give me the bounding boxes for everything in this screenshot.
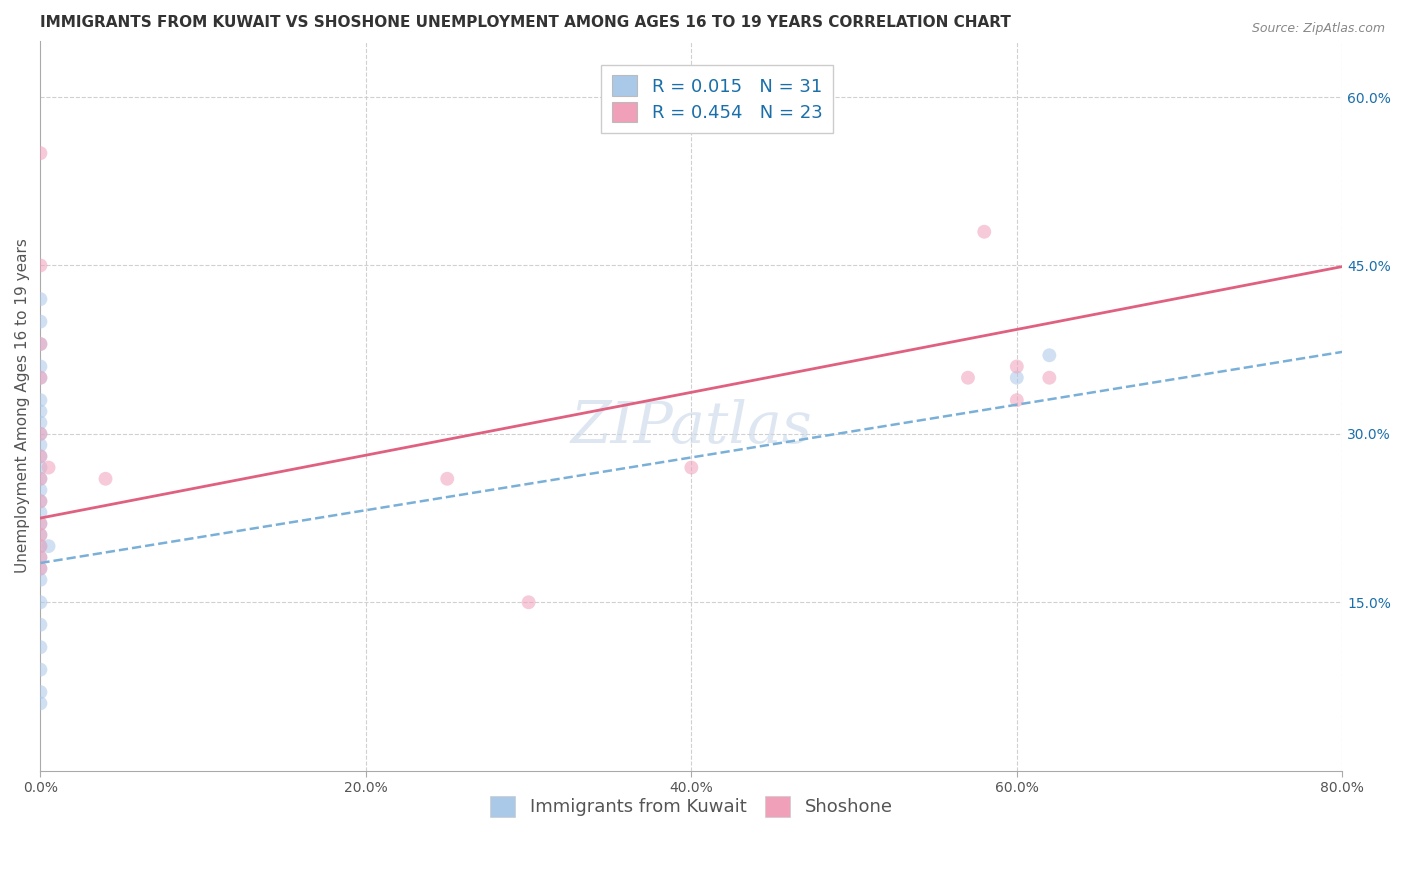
Point <box>1005 359 1028 374</box>
Point <box>94 472 117 486</box>
Legend: Immigrants from Kuwait, Shoshone: Immigrants from Kuwait, Shoshone <box>479 785 903 828</box>
Point <box>30 438 52 452</box>
Point <box>30 595 52 609</box>
Point <box>956 370 979 384</box>
Point <box>30 696 52 710</box>
Point <box>30 370 52 384</box>
Point <box>30 472 52 486</box>
Point <box>30 528 52 542</box>
Point <box>30 539 52 553</box>
Text: IMMIGRANTS FROM KUWAIT VS SHOSHONE UNEMPLOYMENT AMONG AGES 16 TO 19 YEARS CORREL: IMMIGRANTS FROM KUWAIT VS SHOSHONE UNEMP… <box>41 15 1011 30</box>
Point <box>30 404 52 418</box>
Text: Source: ZipAtlas.com: Source: ZipAtlas.com <box>1251 22 1385 36</box>
Point <box>30 416 52 430</box>
Point <box>38 539 60 553</box>
Point <box>30 483 52 497</box>
Point <box>38 460 60 475</box>
Point <box>30 550 52 565</box>
Point <box>517 595 540 609</box>
Point <box>1005 370 1028 384</box>
Point <box>973 225 995 239</box>
Point <box>30 450 52 464</box>
Point <box>30 561 52 575</box>
Point <box>30 337 52 351</box>
Point <box>30 685 52 699</box>
Point <box>30 561 52 575</box>
Point <box>30 573 52 587</box>
Point <box>1038 348 1060 362</box>
Point <box>30 426 52 441</box>
Point <box>30 315 52 329</box>
Point <box>30 516 52 531</box>
Point <box>30 292 52 306</box>
Point <box>30 146 52 161</box>
Point <box>30 550 52 565</box>
Point <box>30 359 52 374</box>
Point <box>30 539 52 553</box>
Point <box>436 472 458 486</box>
Point <box>30 640 52 655</box>
Point <box>30 259 52 273</box>
Point <box>30 460 52 475</box>
Point <box>30 663 52 677</box>
Point <box>30 516 52 531</box>
Point <box>30 393 52 408</box>
Point <box>30 494 52 508</box>
Point <box>30 337 52 351</box>
Point <box>30 617 52 632</box>
Point <box>30 426 52 441</box>
Point <box>30 506 52 520</box>
Y-axis label: Unemployment Among Ages 16 to 19 years: Unemployment Among Ages 16 to 19 years <box>15 238 30 574</box>
Point <box>1038 370 1060 384</box>
Point <box>30 370 52 384</box>
Point <box>30 494 52 508</box>
Point <box>30 472 52 486</box>
Point <box>1005 393 1028 408</box>
Text: ZIPatlas: ZIPatlas <box>571 400 813 456</box>
Point <box>681 460 703 475</box>
Point <box>30 528 52 542</box>
Point <box>30 450 52 464</box>
